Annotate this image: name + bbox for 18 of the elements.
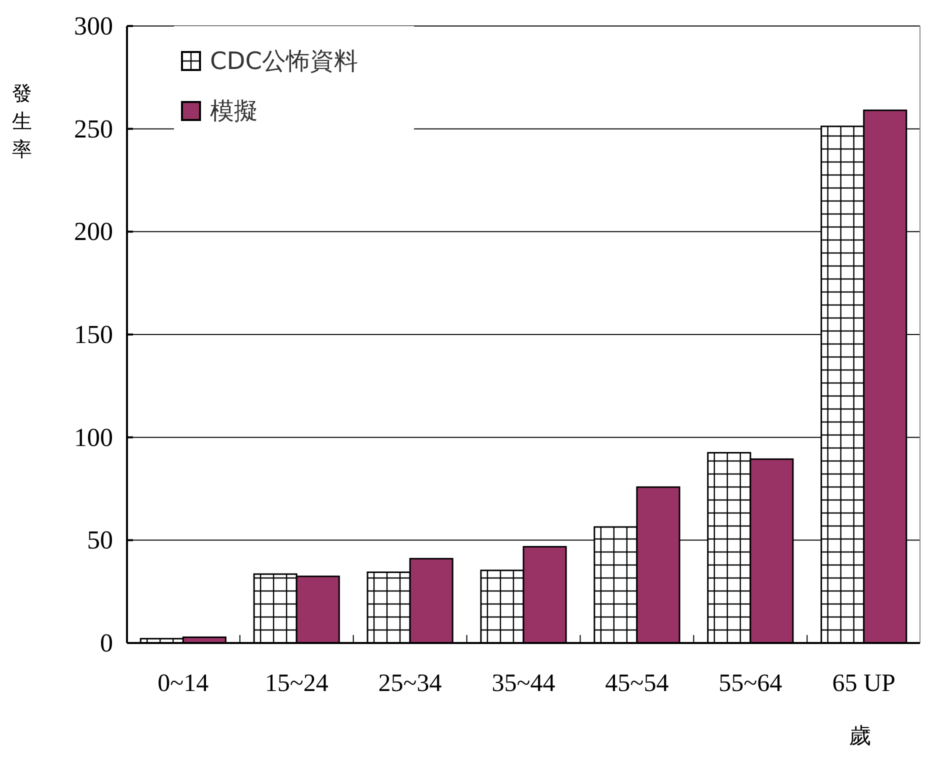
y-tick-label: 50 [87, 526, 113, 555]
x-tick-label: 55~64 [718, 670, 783, 697]
y-axis-title: 發生率 [12, 81, 32, 161]
y-tick-label: 150 [74, 320, 113, 349]
y-tick-label: 300 [74, 12, 113, 40]
x-tick-label: 0~14 [158, 670, 210, 697]
y-tick-label: 0 [100, 628, 113, 658]
x-tick-label: 45~54 [605, 670, 670, 697]
x-tick-label: 65 UP [832, 670, 896, 697]
x-tick-label: 15~24 [264, 670, 329, 697]
legend-label: CDC公怖資料 [210, 47, 358, 75]
x-axis-title: 歲 [849, 724, 871, 749]
y-tick-label: 200 [74, 217, 113, 246]
x-tick-label: 25~34 [378, 670, 442, 697]
y-tick-label: 100 [74, 422, 113, 452]
legend-label: 模擬 [210, 97, 258, 125]
y-tick-label: 250 [74, 114, 113, 144]
x-tick-label: 35~44 [492, 670, 556, 697]
